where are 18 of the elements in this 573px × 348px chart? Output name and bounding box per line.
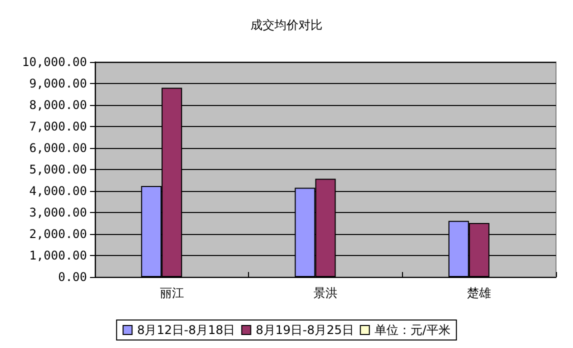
x-tick-label: 景洪 xyxy=(314,286,338,300)
legend-label: 单位：元/平米 xyxy=(374,323,450,337)
legend-label: 8月19日-8月25日 xyxy=(256,323,354,337)
x-tick-label: 丽江 xyxy=(160,286,184,300)
y-tick-label: 3,000.00 xyxy=(29,206,87,220)
y-tick-label: 2,000.00 xyxy=(29,227,87,241)
y-tick-label: 0.00 xyxy=(58,270,87,284)
y-tick-label: 5,000.00 xyxy=(29,162,87,176)
chart-title: 成交均价对比 xyxy=(250,18,322,32)
y-tick-label: 8,000.00 xyxy=(29,98,87,112)
y-tick-label: 1,000.00 xyxy=(29,248,87,262)
y-tick-label: 10,000.00 xyxy=(22,55,87,69)
y-tick-label: 9,000.00 xyxy=(29,76,87,90)
legend-label: 8月12日-8月18日 xyxy=(137,323,236,337)
y-tick-label: 4,000.00 xyxy=(29,184,87,198)
y-tick-label: 7,000.00 xyxy=(29,120,87,134)
x-tick-label: 楚雄 xyxy=(467,286,492,300)
y-tick-label: 6,000.00 xyxy=(29,141,87,155)
